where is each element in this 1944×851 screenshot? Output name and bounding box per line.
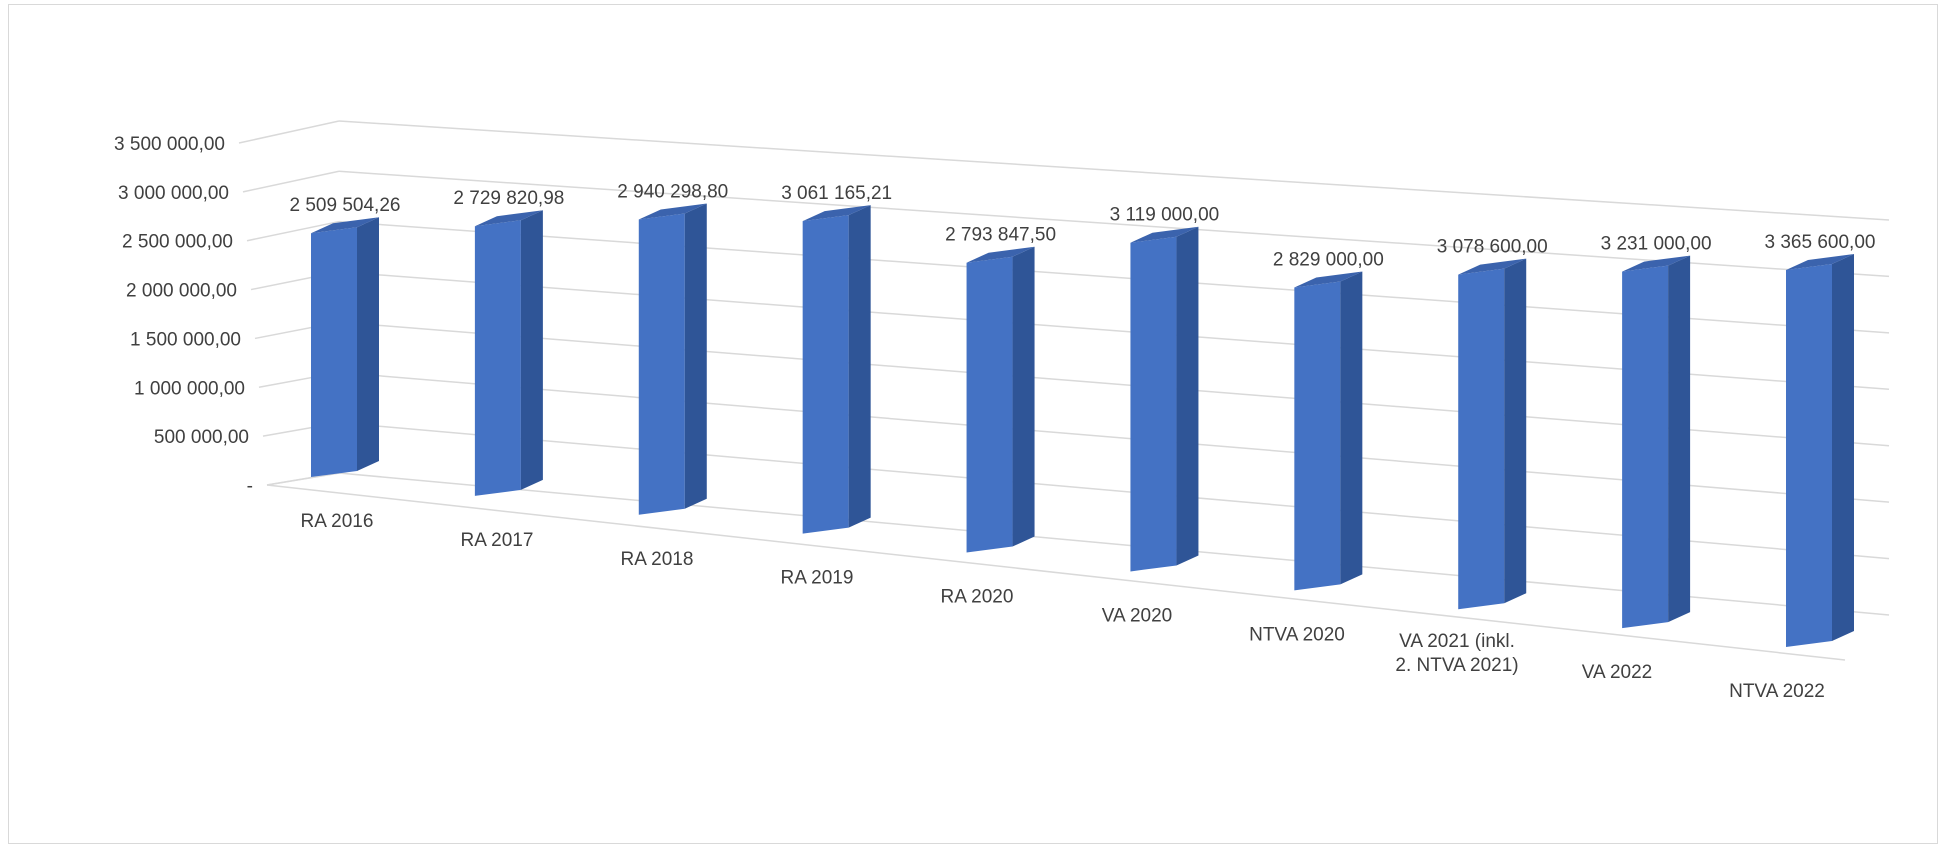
bar-top-face <box>1622 255 1691 272</box>
y-tick-label: - <box>247 476 253 497</box>
bar-top-face <box>1786 254 1854 271</box>
data-label: 2 829 000,00 <box>1273 249 1384 270</box>
bar-side-face <box>848 205 871 528</box>
category-label: RA 2018 <box>621 549 694 570</box>
category-label: RA 2017 <box>461 530 534 551</box>
bar-side-face <box>1668 255 1691 623</box>
bar-front-face <box>1622 265 1669 629</box>
bar-front-face <box>802 215 849 534</box>
bar-front-face <box>474 220 521 496</box>
y-tick-label: 500 000,00 <box>154 427 249 448</box>
bar-top-face <box>1130 226 1199 243</box>
y-tick-label: 3 500 000,00 <box>114 134 225 155</box>
y-tick-label: 1 500 000,00 <box>130 329 241 350</box>
floor-side-edge <box>266 472 340 486</box>
category-label: VA 2020 <box>1102 605 1172 626</box>
bar-top-face <box>966 246 1035 263</box>
bar-side-face <box>1012 246 1035 547</box>
y-tick-label: 2 500 000,00 <box>122 232 233 253</box>
bar-front-face <box>311 227 357 477</box>
bar-side-face <box>1504 258 1527 604</box>
data-label: 3 061 165,21 <box>781 183 892 204</box>
bar-side-face <box>684 203 707 509</box>
bar-front-face <box>966 256 1013 553</box>
y-tick-label: 1 000 000,00 <box>134 378 245 399</box>
bar-chart: - 500 000,00 1 000 000,00 1 500 000,00 2 000… <box>114 120 1890 702</box>
bar-side-face <box>1176 226 1199 566</box>
bar <box>802 205 871 534</box>
bar-side-face <box>1832 254 1854 641</box>
data-label: 3 119 000,00 <box>1110 205 1220 226</box>
bar <box>311 217 379 477</box>
bar-front-face <box>1786 264 1832 647</box>
data-label: 3 078 600,00 <box>1437 237 1548 258</box>
x-axis-category-labels: RA 2016 RA 2017 RA 2018 RA 2019 RA 2020 VA 20… <box>301 511 1825 702</box>
bar-top-face <box>638 203 707 220</box>
gridline <box>238 120 1890 221</box>
bar-top-face <box>802 205 871 222</box>
bar-side-face <box>1340 271 1363 585</box>
data-labels: 2 509 504,26 2 729 820,98 2 940 298,80 3 06… <box>290 181 1876 270</box>
chart-frame: - 500 000,00 1 000 000,00 1 500 000,00 2 000… <box>8 4 1938 844</box>
bar <box>966 246 1035 553</box>
gridline <box>242 170 1890 278</box>
floor-edge <box>266 484 1846 661</box>
bars <box>311 203 1854 647</box>
bar <box>1622 255 1691 629</box>
data-label: 2 509 504,26 <box>290 195 401 216</box>
bar <box>638 203 707 515</box>
bar-front-face <box>1294 281 1341 591</box>
category-label: NTVA 2022 <box>1729 681 1825 702</box>
bar <box>1458 258 1527 610</box>
category-label: RA 2016 <box>301 511 374 532</box>
category-label: NTVA 2020 <box>1249 624 1345 645</box>
bar-front-face <box>638 213 685 515</box>
bar-front-face <box>1458 268 1505 610</box>
category-label: VA 2022 <box>1582 662 1652 683</box>
bar-side-face <box>520 210 543 490</box>
data-label: 3 231 000,00 <box>1601 234 1712 255</box>
bar-front-face <box>1130 236 1177 572</box>
y-axis-tick-labels: - 500 000,00 1 000 000,00 1 500 000,00 2 000… <box>114 134 253 497</box>
bar-top-face <box>474 210 543 227</box>
bar-top-face <box>1294 271 1363 288</box>
data-label: 2 940 298,80 <box>617 181 728 202</box>
bar-top-face <box>311 217 379 234</box>
bar-side-face <box>357 217 379 471</box>
category-label: VA 2021 (inkl. 2. NTVA 2021) <box>1395 631 1518 676</box>
bar-top-face <box>1458 258 1527 275</box>
bar <box>1130 226 1199 572</box>
category-label: RA 2019 <box>781 568 854 589</box>
category-label: RA 2020 <box>941 587 1014 608</box>
bar <box>1786 254 1854 647</box>
y-tick-label: 2 000 000,00 <box>126 281 237 302</box>
bar <box>1294 271 1363 591</box>
bar <box>474 210 543 496</box>
y-tick-label: 3 000 000,00 <box>118 183 229 204</box>
data-label: 3 365 600,00 <box>1765 232 1876 253</box>
data-label: 2 793 847,50 <box>945 225 1056 246</box>
data-label: 2 729 820,98 <box>453 188 564 209</box>
